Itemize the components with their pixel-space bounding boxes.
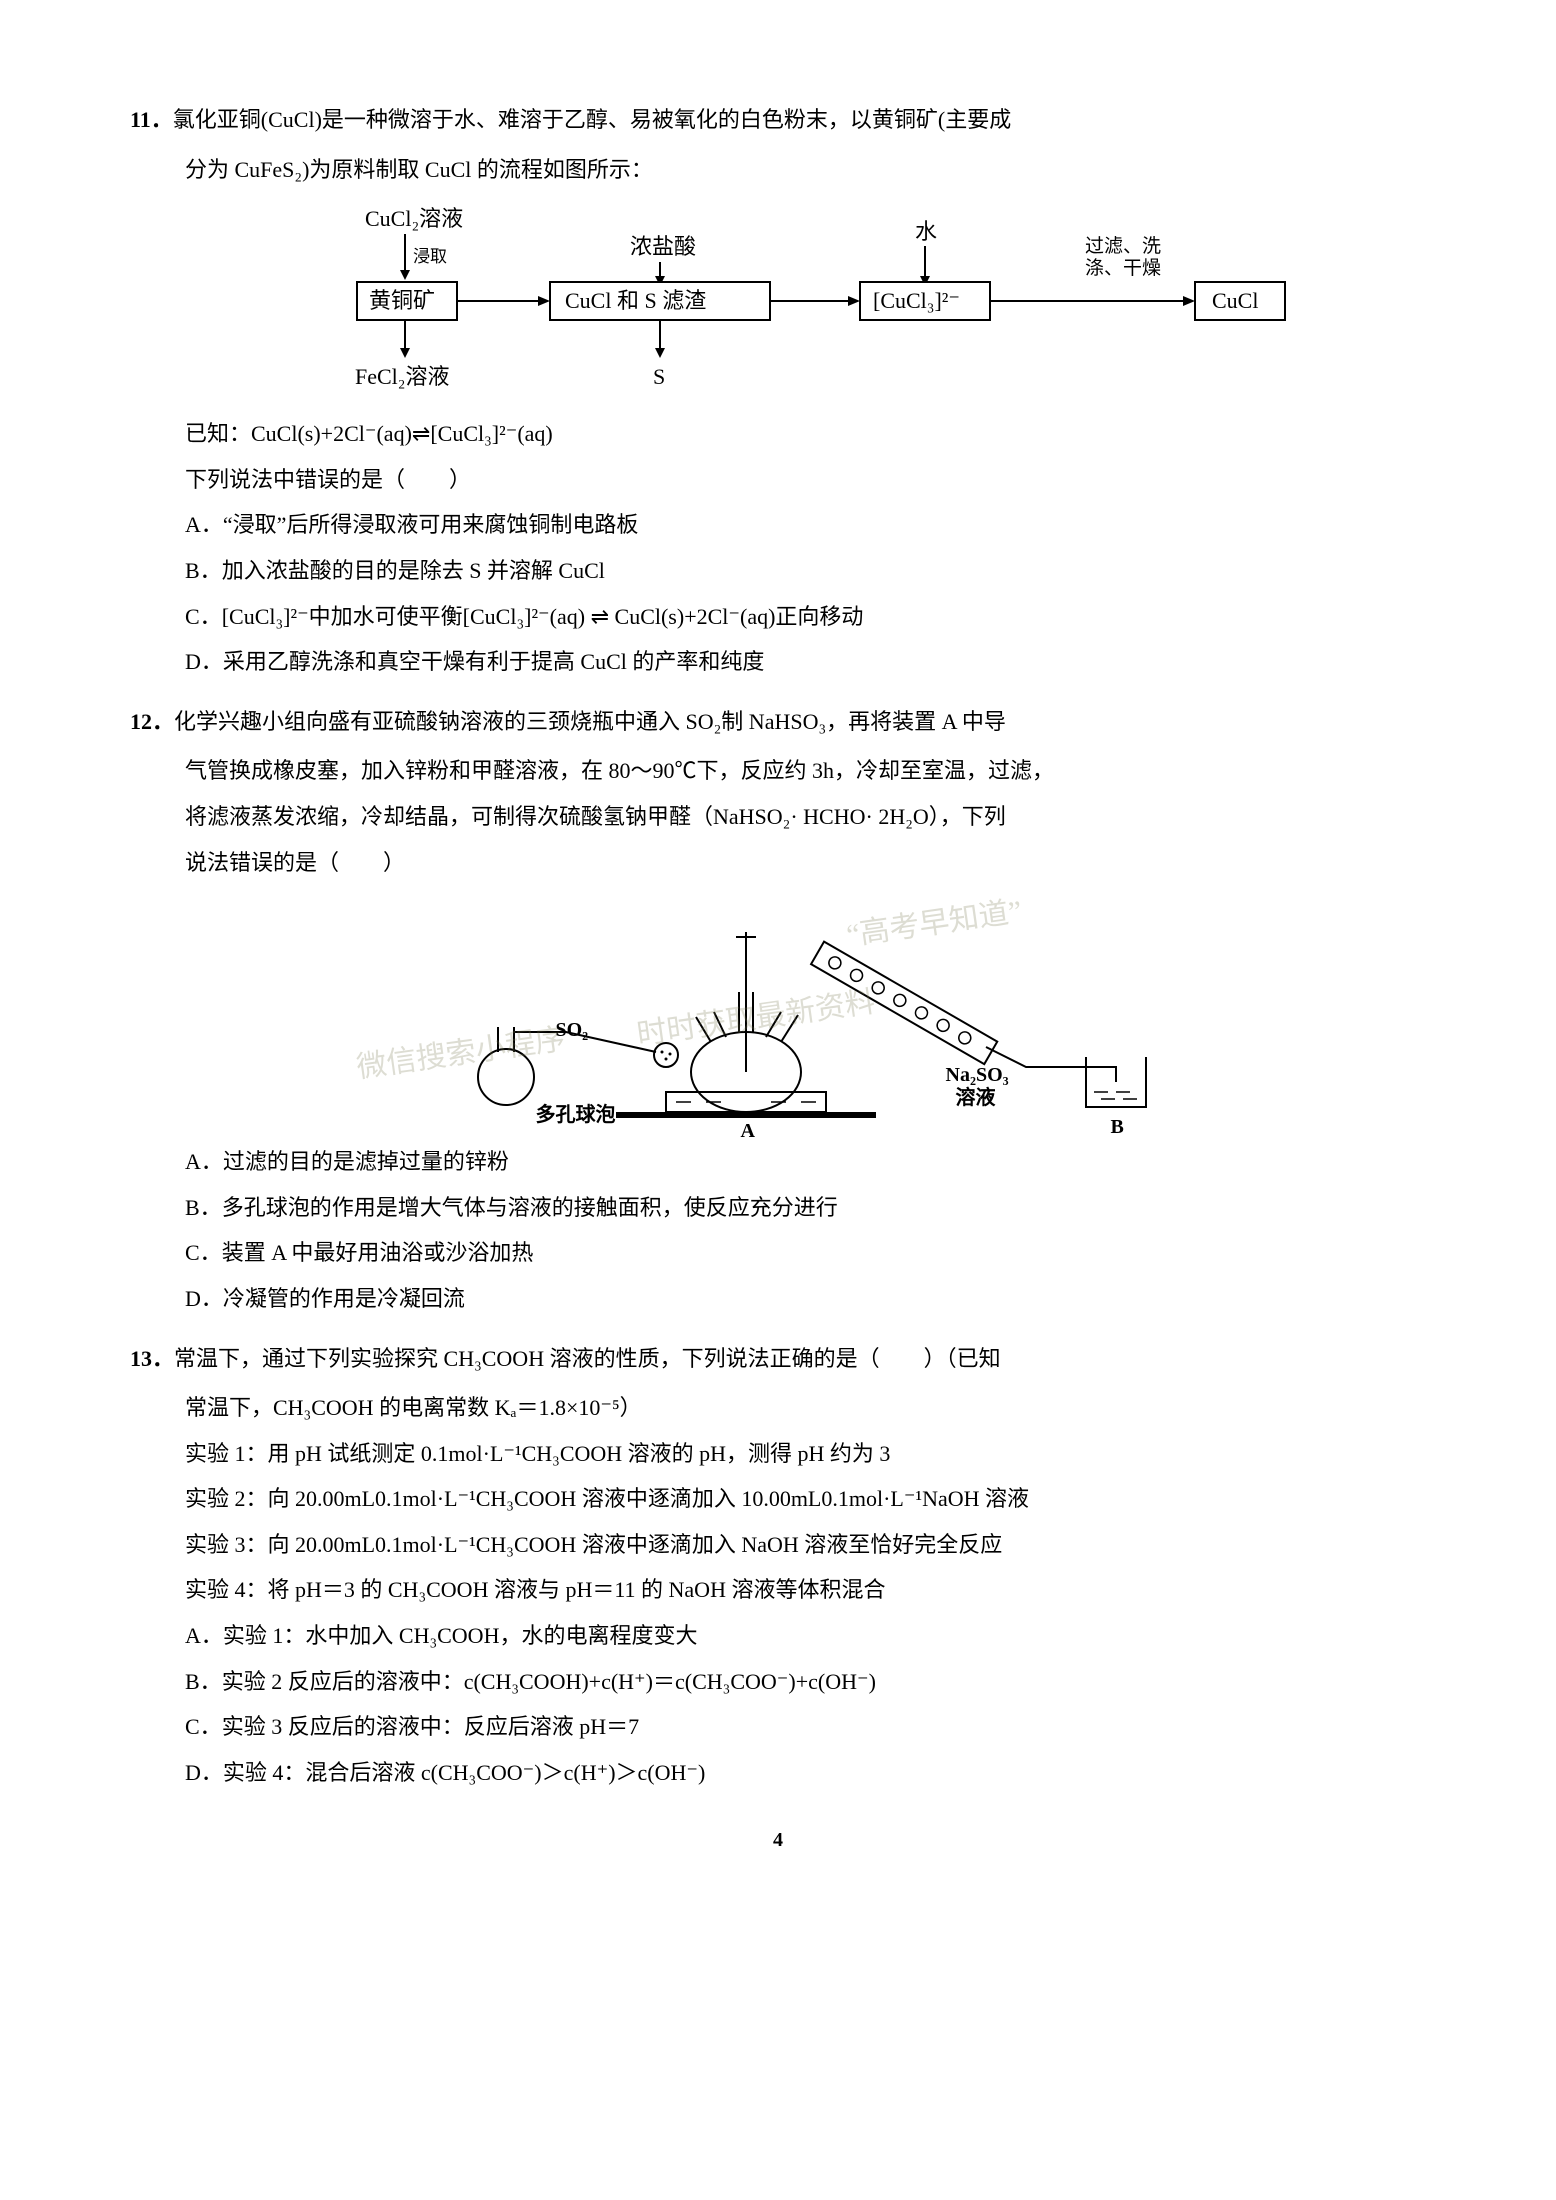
flow-water: 水 (915, 219, 937, 244)
flow-cucl2: CuCl₂溶液 (365, 206, 463, 231)
q13-exp3: 实验 3：向 20.00mL0.1mol·L⁻¹CH₃COOH 溶液中逐滴加入 … (185, 1525, 1426, 1565)
q13-exp4: 实验 4：将 pH＝3 的 CH₃COOH 溶液与 pH＝11 的 NaOH 溶… (185, 1570, 1426, 1610)
q12-body: 气管换成橡皮塞，加入锌粉和甲醛溶液，在 80～90℃下，反应约 3h，冷却至室温… (130, 751, 1426, 1318)
q11-known: 已知：CuCl(s)+2Cl⁻(aq)⇌[CuCl₃]²⁻(aq) (185, 414, 1426, 454)
q11-body: 分为 CuFeS₂)为原料制取 CuCl 的流程如图所示： CuCl₂溶液 浓盐… (130, 150, 1426, 682)
q12-stem-l2: 气管换成橡皮塞，加入锌粉和甲醛溶液，在 80～90℃下，反应约 3h，冷却至室温… (185, 751, 1426, 791)
q11-number: 11． (130, 107, 173, 132)
q11-optD: D．采用乙醇洗涤和真空干燥有利于提高 CuCl 的产率和纯度 (185, 642, 1426, 682)
q12-optB: B．多孔球泡的作用是增大气体与溶液的接触面积，使反应充分进行 (185, 1188, 1426, 1228)
q13-optA: A．实验 1：水中加入 CH₃COOH，水的电离程度变大 (185, 1616, 1426, 1656)
label-porous: 多孔球泡 (536, 1097, 616, 1133)
q13-stem-l1: 常温下，通过下列实验探究 CH₃COOH 溶液的性质，下列说法正确的是（ ）（已… (174, 1346, 1001, 1371)
q12-optA: A．过滤的目的是滤掉过量的锌粉 (185, 1142, 1426, 1182)
q13-stem-l2: 常温下，CH₃COOH 的电离常数 Kₐ＝1.8×10⁻⁵） (185, 1388, 1426, 1428)
flow-filter-l1: 过滤、洗 (1085, 235, 1161, 257)
flow-product: CuCl (1212, 288, 1258, 313)
apparatus-svg (416, 897, 1196, 1127)
q12-optD: D．冷凝管的作用是冷凝回流 (185, 1279, 1426, 1319)
q11-stem-l2: 分为 CuFeS₂)为原料制取 CuCl 的流程如图所示： (185, 150, 1426, 190)
q11-prompt: 下列说法中错误的是（ ） (185, 460, 1426, 500)
q13-body: 常温下，CH₃COOH 的电离常数 Kₐ＝1.8×10⁻⁵） 实验 1：用 pH… (130, 1388, 1426, 1792)
label-a: A (741, 1113, 755, 1149)
label-so2: SO₂ (556, 1012, 589, 1048)
q12-stem-l1: 化学兴趣小组向盛有亚硫酸钠溶液的三颈烧瓶中通入 SO₂制 NaHSO₃，再将装置… (174, 709, 1006, 734)
q12-optC: C．装置 A 中最好用油浴或沙浴加热 (185, 1233, 1426, 1273)
label-b: B (1111, 1109, 1124, 1145)
q12-stem: 12．化学兴趣小组向盛有亚硫酸钠溶液的三颈烧瓶中通入 SO₂制 NaHSO₃，再… (130, 702, 1426, 742)
flow-filter-l2: 涤、干燥 (1085, 257, 1161, 279)
question-13: 13．常温下，通过下列实验探究 CH₃COOH 溶液的性质，下列说法正确的是（ … (130, 1339, 1426, 1793)
flow-fecl2: FeCl₂溶液 (355, 364, 449, 389)
q11-optC: C．[CuCl₃]²⁻中加水可使平衡[CuCl₃]²⁻(aq) ⇌ CuCl(s… (185, 597, 1426, 637)
q13-exp2: 实验 2：向 20.00mL0.1mol·L⁻¹CH₃COOH 溶液中逐滴加入 … (185, 1479, 1426, 1519)
q12-number: 12． (130, 709, 174, 734)
flow-ore: 黄铜矿 (369, 288, 435, 313)
q11-optB: B．加入浓盐酸的目的是除去 S 并溶解 CuCl (185, 551, 1426, 591)
q11-stem-l1: 氯化亚铜(CuCl)是一种微溶于水、难溶于乙醇、易被氧化的白色粉末，以黄铜矿(主… (173, 107, 1011, 132)
q11-optA: A．“浸取”后所得浸取液可用来腐蚀铜制电路板 (185, 505, 1426, 545)
flow-hcl: 浓盐酸 (630, 234, 696, 259)
q13-stem: 13．常温下，通过下列实验探究 CH₃COOH 溶液的性质，下列说法正确的是（ … (130, 1339, 1426, 1379)
question-12: 12．化学兴趣小组向盛有亚硫酸钠溶液的三颈烧瓶中通入 SO₂制 NaHSO₃，再… (130, 702, 1426, 1319)
label-solution: 溶液 (956, 1080, 996, 1116)
flowchart-svg: CuCl₂溶液 浓盐酸 水 过滤、洗 涤、干燥 浸取 黄铜矿 CuCl 和 S … (275, 204, 1325, 394)
flow-complex: [CuCl₃]²⁻ (873, 288, 960, 313)
q12-stem-l3: 将滤液蒸发浓缩，冷却结晶，可制得次硫酸氢钠甲醛（NaHSO₂· HCHO· 2H… (185, 797, 1426, 837)
q12-stem-l4: 说法错误的是（ ） (185, 843, 1426, 883)
q11-stem: 11．氯化亚铜(CuCl)是一种微溶于水、难溶于乙醇、易被氧化的白色粉末，以黄铜… (130, 100, 1426, 140)
flow-jinqu: 浸取 (413, 247, 447, 266)
q13-exp1: 实验 1：用 pH 试纸测定 0.1mol·L⁻¹CH₃COOH 溶液的 pH，… (185, 1434, 1426, 1474)
flow-s: S (653, 364, 665, 389)
q13-optC: C．实验 3 反应后的溶液中：反应后溶液 pH＝7 (185, 1707, 1426, 1747)
q13-optB: B．实验 2 反应后的溶液中：c(CH₃COOH)+c(H⁺)＝c(CH₃COO… (185, 1662, 1426, 1702)
question-11: 11．氯化亚铜(CuCl)是一种微溶于水、难溶于乙醇、易被氧化的白色粉末，以黄铜… (130, 100, 1426, 682)
flow-residue: CuCl 和 S 滤渣 (565, 288, 706, 313)
q11-flowchart: CuCl₂溶液 浓盐酸 水 过滤、洗 涤、干燥 浸取 黄铜矿 CuCl 和 S … (275, 204, 1426, 394)
q13-optD: D．实验 4：混合后溶液 c(CH₃COO⁻)＞c(H⁺)＞c(OH⁻) (185, 1753, 1426, 1793)
page-number: 4 (130, 1822, 1426, 1858)
q13-number: 13． (130, 1346, 174, 1371)
q12-diagram: 微信搜索小程序 “高考早知道” 时时获取最新资料 (416, 897, 1196, 1127)
